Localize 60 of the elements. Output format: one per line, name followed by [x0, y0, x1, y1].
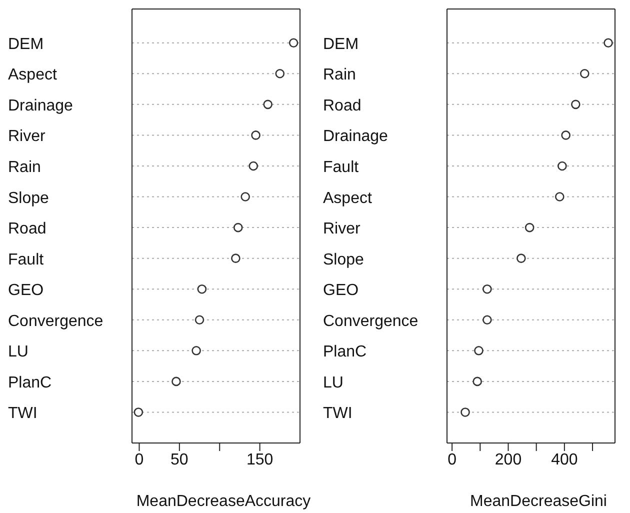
point [472, 376, 482, 386]
point [604, 38, 613, 48]
y-tick-label: TWI [323, 405, 352, 422]
point [197, 284, 207, 294]
y-tick-label: DEM [323, 36, 359, 53]
point [460, 408, 470, 417]
x-axis-title: MeanDecreaseAccuracy [135, 493, 312, 511]
point [248, 161, 258, 171]
point [561, 130, 570, 140]
y-tick-label: Fault [8, 251, 44, 268]
point [134, 408, 144, 417]
point [482, 315, 492, 325]
point [194, 315, 204, 325]
point [233, 222, 243, 232]
point [524, 222, 534, 232]
point [474, 346, 484, 356]
y-tick-label: Aspect [8, 66, 58, 84]
y-tick-label: TWI [8, 405, 38, 422]
y-tick-label: Road [8, 220, 46, 238]
y-tick-label: Rain [323, 66, 356, 84]
y-tick-label: Convergence [8, 312, 104, 330]
x-tick-label: 400 [551, 451, 578, 468]
point [192, 346, 201, 356]
point [275, 68, 285, 78]
y-tick-label: Aspect [323, 190, 372, 207]
y-tick-label: Convergence [323, 312, 418, 330]
x-tick-label: 0 [134, 451, 144, 468]
y-tick-label: GEO [323, 282, 359, 300]
point [172, 376, 181, 386]
point [251, 130, 260, 140]
x-tick-label: 0 [448, 451, 457, 468]
point [482, 284, 492, 294]
y-tick-label: GEO [8, 282, 44, 300]
y-tick-label: PlanC [323, 344, 367, 361]
point [516, 254, 526, 263]
point [231, 254, 240, 263]
point [555, 192, 564, 202]
y-tick-label: River [323, 220, 362, 238]
x-tick-label: 150 [246, 451, 274, 468]
y-tick-label: LU [8, 344, 28, 361]
x-tick-label: 200 [494, 451, 522, 468]
y-tick-label: PlanC [8, 374, 52, 392]
y-tick-label: Slope [8, 190, 50, 207]
point [240, 192, 250, 202]
point [263, 100, 272, 110]
y-tick-label: River [8, 128, 46, 146]
y-tick-label: Drainage [323, 128, 388, 146]
y-tick-label: Slope [323, 251, 364, 268]
point [288, 38, 298, 48]
point [558, 161, 567, 171]
y-tick-label: DEM [8, 36, 44, 53]
point [580, 68, 590, 78]
x-tick-label: 50 [170, 451, 188, 468]
x-axis-title: MeanDecreaseGini [469, 493, 608, 511]
y-tick-label: Drainage [8, 97, 74, 114]
y-tick-label: LU [323, 374, 344, 392]
y-tick-label: Rain [8, 158, 41, 176]
point [571, 100, 580, 110]
y-tick-label: Fault [323, 158, 360, 176]
y-tick-label: Road [323, 97, 362, 114]
